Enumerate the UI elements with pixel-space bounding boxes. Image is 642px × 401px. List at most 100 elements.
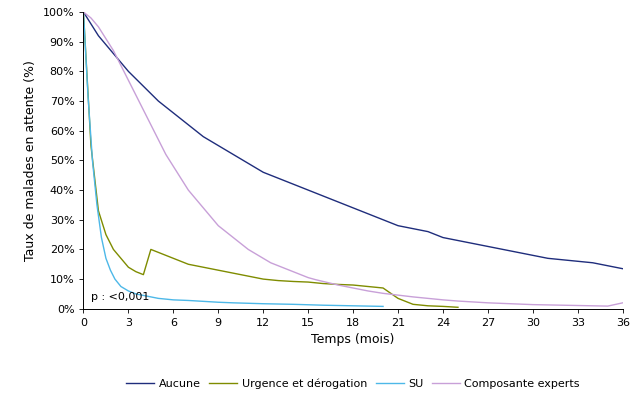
Aucune xyxy=(94,33,102,38)
Aucune xyxy=(334,200,342,205)
Urgence et dérogation xyxy=(334,282,342,287)
Legend: Aucune, Urgence et dérogation, SU, Composante experts: Aucune, Urgence et dérogation, SU, Compo… xyxy=(122,374,584,393)
Composante experts xyxy=(619,300,627,305)
Aucune xyxy=(155,99,162,103)
Aucune xyxy=(200,134,207,139)
Urgence et dérogation xyxy=(169,256,177,261)
SU xyxy=(132,292,140,296)
Aucune xyxy=(259,170,267,175)
Urgence et dérogation xyxy=(259,277,267,282)
SU xyxy=(89,158,96,163)
Aucune xyxy=(304,188,312,192)
Urgence et dérogation xyxy=(304,279,312,284)
SU xyxy=(214,300,222,305)
Aucune xyxy=(290,182,297,186)
SU xyxy=(169,298,177,302)
SU xyxy=(125,289,132,294)
Urgence et dérogation xyxy=(252,275,259,280)
SU xyxy=(155,296,162,301)
Composante experts xyxy=(394,293,402,298)
SU xyxy=(102,256,110,261)
SU xyxy=(379,304,387,309)
Urgence et dérogation xyxy=(192,263,200,268)
Composante experts xyxy=(604,304,612,308)
Line: Urgence et dérogation: Urgence et dérogation xyxy=(83,12,458,307)
Aucune xyxy=(214,143,222,148)
Text: p : <0,001: p : <0,001 xyxy=(91,292,150,302)
Aucune xyxy=(409,226,417,231)
Aucune xyxy=(379,217,387,222)
SU xyxy=(349,304,357,308)
Line: SU: SU xyxy=(83,12,383,306)
Composante experts xyxy=(484,300,492,305)
SU xyxy=(139,293,147,298)
SU xyxy=(184,298,192,303)
Composante experts xyxy=(80,10,87,14)
Aucune xyxy=(125,69,132,74)
Composante experts xyxy=(574,303,582,308)
Aucune xyxy=(544,256,551,261)
Urgence et dérogation xyxy=(394,296,402,301)
Urgence et dérogation xyxy=(80,10,87,14)
Urgence et dérogation xyxy=(110,247,117,252)
Line: Composante experts: Composante experts xyxy=(83,12,623,306)
Aucune xyxy=(619,266,627,271)
Aucune xyxy=(454,238,462,243)
Urgence et dérogation xyxy=(94,209,102,213)
Aucune xyxy=(169,111,177,115)
SU xyxy=(364,304,372,308)
Aucune xyxy=(364,211,372,216)
Urgence et dérogation xyxy=(290,279,297,284)
Aucune xyxy=(469,241,477,246)
Line: Aucune: Aucune xyxy=(83,12,623,269)
SU xyxy=(93,203,101,207)
Urgence et dérogation xyxy=(132,269,140,274)
Composante experts xyxy=(184,188,192,192)
Aucune xyxy=(484,244,492,249)
Aucune xyxy=(589,260,596,265)
Urgence et dérogation xyxy=(155,250,162,255)
Urgence et dérogation xyxy=(184,262,192,267)
Aucune xyxy=(245,161,252,166)
Aucune xyxy=(439,235,447,240)
Urgence et dérogation xyxy=(207,266,214,271)
Urgence et dérogation xyxy=(147,247,155,252)
Urgence et dérogation xyxy=(424,304,432,308)
X-axis label: Temps (mois): Temps (mois) xyxy=(311,333,395,346)
Urgence et dérogation xyxy=(364,284,372,289)
SU xyxy=(229,300,237,305)
Urgence et dérogation xyxy=(117,256,125,261)
Aucune xyxy=(110,51,117,56)
SU xyxy=(84,93,92,97)
Y-axis label: Taux de malades en attente (%): Taux de malades en attente (%) xyxy=(24,60,37,261)
Urgence et dérogation xyxy=(139,272,147,277)
Aucune xyxy=(574,259,582,264)
SU xyxy=(117,284,125,289)
SU xyxy=(111,277,119,282)
Aucune xyxy=(559,257,567,262)
Urgence et dérogation xyxy=(222,269,230,274)
Aucune xyxy=(349,205,357,210)
Aucune xyxy=(319,194,327,198)
Composante experts xyxy=(364,289,372,294)
Aucune xyxy=(229,152,237,157)
Aucune xyxy=(424,229,432,234)
Urgence et dérogation xyxy=(162,253,169,258)
Composante experts xyxy=(177,176,185,180)
Aucune xyxy=(514,250,522,255)
SU xyxy=(290,302,297,307)
SU xyxy=(80,10,87,14)
Aucune xyxy=(604,263,612,268)
Urgence et dérogation xyxy=(177,259,185,264)
Urgence et dérogation xyxy=(349,283,357,288)
Urgence et dérogation xyxy=(87,143,95,148)
Urgence et dérogation xyxy=(102,232,110,237)
Urgence et dérogation xyxy=(237,272,245,277)
Urgence et dérogation xyxy=(409,302,417,307)
Aucune xyxy=(394,223,402,228)
SU xyxy=(200,299,207,304)
Urgence et dérogation xyxy=(319,281,327,286)
SU xyxy=(107,268,114,273)
Urgence et dérogation xyxy=(274,278,282,283)
SU xyxy=(319,303,327,308)
